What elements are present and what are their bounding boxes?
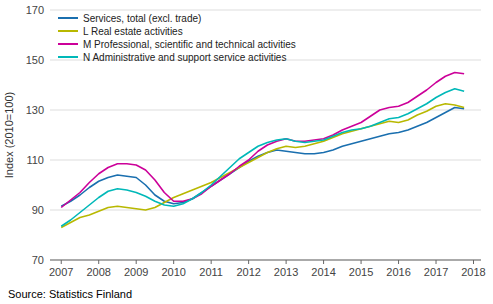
x-tick-label: 2013 xyxy=(274,266,298,278)
series-line xyxy=(61,108,464,207)
y-tick-label: 110 xyxy=(26,154,44,166)
chart: 70 90 110 130 150 170 2007 2008 2009 2010 2011 2012… xyxy=(0,0,493,304)
series-line xyxy=(61,89,464,227)
legend-label: L Real estate activities xyxy=(83,26,183,37)
x-tick xyxy=(248,260,249,264)
legend: Services, total (excl. trade) L Real esta… xyxy=(58,13,296,63)
x-tick-label: 2009 xyxy=(124,266,148,278)
legend-swatch xyxy=(58,56,78,58)
x-tick xyxy=(436,260,437,264)
x-tick xyxy=(61,260,62,264)
x-tick xyxy=(98,260,99,264)
y-tick-label: 130 xyxy=(26,104,44,116)
x-tick xyxy=(136,260,137,264)
x-tick-label: 2008 xyxy=(86,266,110,278)
x-tick-label: 2017 xyxy=(424,266,448,278)
series-line xyxy=(61,73,464,208)
y-tick-label: 70 xyxy=(32,254,44,266)
x-axis-line xyxy=(50,260,481,261)
series-line xyxy=(61,104,464,228)
y-tick-label: 150 xyxy=(26,54,44,66)
legend-swatch xyxy=(58,43,78,45)
x-tick-label: 2016 xyxy=(386,266,410,278)
grid-line xyxy=(50,10,481,11)
x-tick xyxy=(211,260,212,264)
legend-swatch xyxy=(58,30,78,32)
x-tick xyxy=(398,260,399,264)
x-tick-label: 2010 xyxy=(161,266,185,278)
x-tick-label: 2014 xyxy=(311,266,335,278)
x-tick xyxy=(286,260,287,264)
x-tick-label: 2018 xyxy=(461,266,485,278)
y-tick-label: 90 xyxy=(32,204,44,216)
x-tick xyxy=(173,260,174,264)
x-tick xyxy=(323,260,324,264)
legend-swatch xyxy=(58,17,78,19)
source-note: Source: Statistics Finland xyxy=(8,288,132,300)
legend-label: Services, total (excl. trade) xyxy=(83,13,201,24)
y-tick-label: 170 xyxy=(26,4,44,16)
grid-line xyxy=(50,160,481,161)
x-tick xyxy=(473,260,474,264)
x-tick xyxy=(361,260,362,264)
y-axis-label: Index (2010=100) xyxy=(3,92,15,179)
legend-label: N Administrative and support service act… xyxy=(83,52,286,63)
grid-line xyxy=(50,260,481,261)
legend-label: M Professional, scientific and technical… xyxy=(83,39,296,50)
y-grid xyxy=(50,10,481,260)
x-tick-label: 2011 xyxy=(199,266,223,278)
x-tick-label: 2015 xyxy=(349,266,373,278)
x-tick-label: 2007 xyxy=(49,266,73,278)
grid-line xyxy=(50,210,481,211)
lines xyxy=(61,73,464,228)
x-tick-label: 2012 xyxy=(236,266,260,278)
